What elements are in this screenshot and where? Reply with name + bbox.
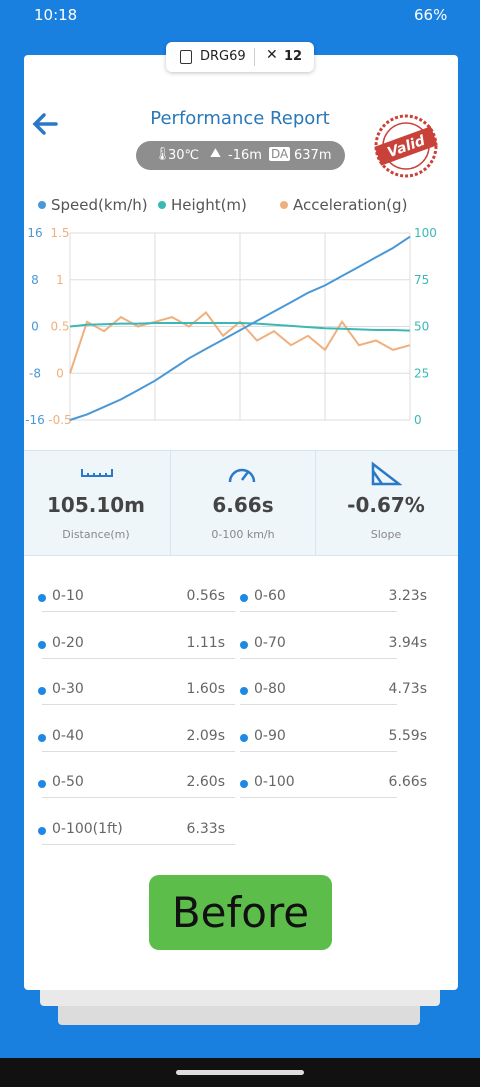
- split-time: 6.66s: [388, 774, 427, 791]
- card-shadow: [40, 988, 440, 1006]
- stat: -0.67% Slope: [314, 451, 458, 555]
- tick-label: 100: [414, 226, 437, 240]
- legend-label: Speed(km/h): [51, 196, 148, 214]
- device-name: DRG69: [200, 49, 246, 64]
- time: 10:18: [34, 6, 78, 24]
- device-pill: DRG69 ✕ 12: [166, 42, 314, 72]
- battery: 66%: [414, 6, 448, 24]
- legend-label: Acceleration(g): [293, 196, 407, 214]
- split-label: 0-100: [254, 774, 295, 791]
- stat-value: -0.67%: [347, 493, 425, 517]
- split-time: 2.60s: [186, 774, 225, 791]
- split-label: 0-50: [52, 774, 84, 791]
- split-row: 0-70 3.94s: [240, 635, 427, 659]
- tick-label: 1: [56, 273, 64, 287]
- split-label: 0-20: [52, 634, 84, 651]
- tick-label: 1.5: [50, 226, 69, 240]
- split-row: 0-100 6.66s: [240, 774, 427, 799]
- split-time: 2.09s: [186, 727, 225, 744]
- split-row: 0-40 2.09s: [38, 727, 235, 752]
- stat-value: 6.66s: [212, 493, 274, 517]
- split-label: 0-90: [254, 727, 286, 744]
- legend-dot: [158, 201, 166, 209]
- stats-panel: 105.10m Distance(m) 6.66s 0-100 km/h -0.…: [24, 450, 458, 556]
- status-bar: 10:18 66%: [0, 0, 480, 30]
- series-line: [69, 311, 411, 374]
- split-time: 1.60s: [186, 681, 225, 698]
- split-row: 0-60 3.23s: [240, 588, 427, 612]
- split-label: 0-80: [254, 681, 286, 698]
- split-row: 0-50 2.60s: [38, 774, 235, 799]
- series-line: [69, 235, 411, 421]
- tick-label: 0: [414, 413, 422, 427]
- split-row: 0-80 4.73s: [240, 681, 427, 706]
- tick-label: -8: [29, 366, 41, 380]
- split-label: 0-30: [52, 681, 84, 698]
- tick-label: 0: [31, 320, 39, 334]
- split-time: 4.73s: [388, 681, 427, 698]
- tick-label: -16: [25, 413, 45, 427]
- split-row: 0-100(1ft) 6.33s: [38, 821, 235, 845]
- split-time: 3.94s: [388, 634, 427, 651]
- stat-label: Distance(m): [62, 528, 130, 541]
- stat-label: 0-100 km/h: [211, 528, 275, 541]
- tick-label: 16: [27, 226, 42, 240]
- split-label: 0-70: [254, 634, 286, 651]
- tick-label: 0: [56, 366, 64, 380]
- tick-label: 8: [31, 273, 39, 287]
- split-time: 0.56s: [186, 588, 225, 604]
- split-time: 1.11s: [186, 634, 225, 651]
- tick-label: 25: [414, 366, 429, 380]
- da-label: DA: [269, 147, 291, 161]
- split-row: 0-20 1.11s: [38, 634, 235, 659]
- split-row: 0-90 5.59s: [240, 728, 427, 752]
- split-row: 0-30 1.60s: [38, 681, 235, 706]
- stat-value: 105.10m: [46, 493, 146, 517]
- split-time: 5.59s: [388, 727, 427, 744]
- split-label: 0-60: [254, 588, 286, 604]
- legend-label: Height(m): [171, 196, 247, 214]
- card-shadow: [58, 1005, 420, 1025]
- tick-label: 75: [414, 273, 429, 287]
- split-label: 0-40: [52, 727, 84, 744]
- split-time: 3.23s: [388, 588, 427, 604]
- split-label: 0-10: [52, 588, 84, 604]
- series-line: [69, 322, 411, 332]
- conditions: 🌡 30℃ ⛰ -16m DA 637m: [136, 141, 345, 170]
- legend-dot: [38, 201, 46, 209]
- tick-label: 50: [414, 320, 429, 334]
- temperature: 30℃: [168, 148, 200, 163]
- legend-dot: [280, 201, 288, 209]
- nav-bar: [0, 1058, 480, 1087]
- stat-label: Slope: [370, 528, 402, 541]
- split-time: 6.33s: [186, 821, 225, 837]
- before-button[interactable]: Before: [149, 875, 332, 950]
- satellites: 12: [284, 49, 303, 64]
- split-row: 0-10 0.56s: [38, 588, 235, 612]
- tick-label: 0.5: [50, 320, 69, 334]
- altitude: -16m: [228, 148, 262, 163]
- stat: 6.66s 0-100 km/h: [170, 451, 316, 555]
- valid-stamp: Valid: [374, 114, 438, 178]
- stat: 105.10m Distance(m): [24, 451, 168, 555]
- back-button[interactable]: [30, 110, 64, 140]
- tick-label: -0.5: [48, 413, 71, 427]
- split-label: 0-100(1ft): [52, 821, 123, 837]
- page-title: Performance Report: [150, 108, 330, 129]
- chart: -16 -8 0 8 16 -0.5 0 0.5 1 1.5 0 25 50 75 100 Speed(km/…: [25, 196, 437, 427]
- density-altitude: 637m: [294, 148, 332, 163]
